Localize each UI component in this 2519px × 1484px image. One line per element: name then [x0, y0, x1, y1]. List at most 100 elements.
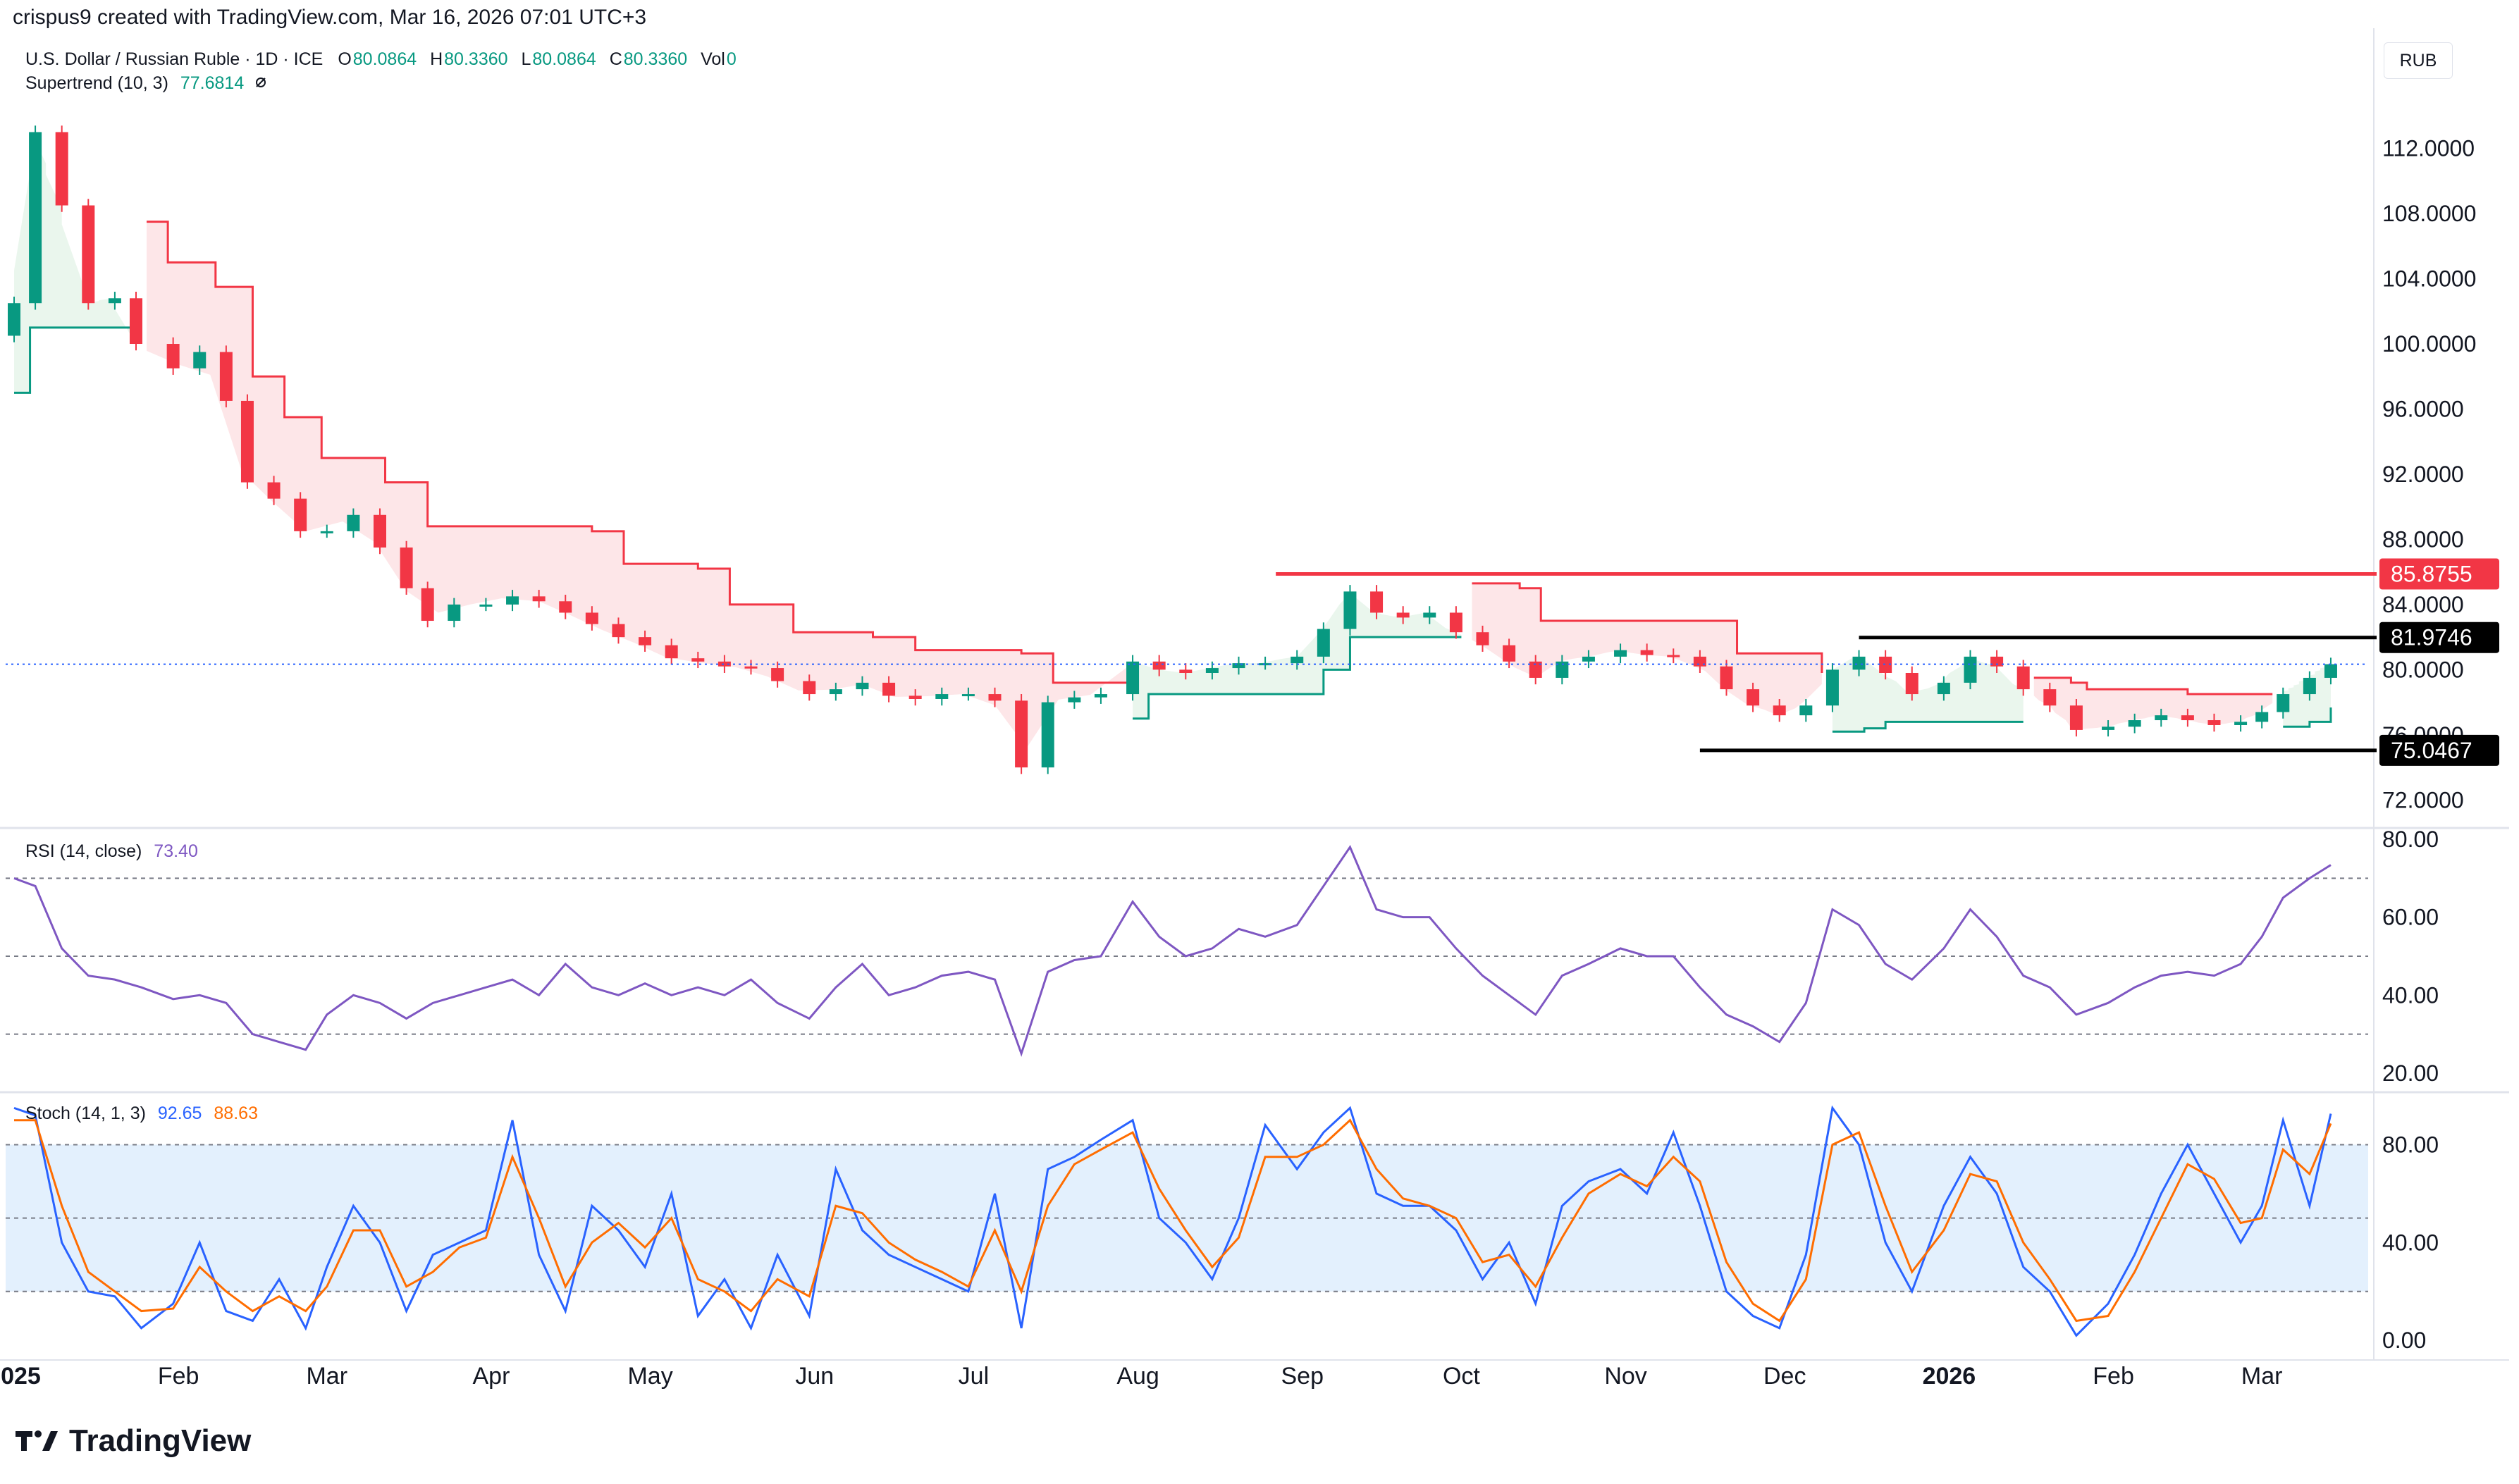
candle-body	[1582, 656, 1595, 662]
candle-body	[1905, 673, 1918, 695]
candle-body	[108, 298, 121, 304]
supertrend-fill	[147, 221, 1128, 748]
candle-body	[717, 661, 731, 667]
candle-body	[2016, 666, 2030, 690]
candle-body	[1291, 656, 1304, 664]
brand-logo[interactable]: TradingView	[16, 1423, 251, 1459]
candle-body	[219, 352, 233, 401]
candle-body	[1799, 705, 1813, 716]
candle-body	[2102, 726, 2115, 730]
candle-body	[8, 303, 20, 336]
supertrend-fill	[2033, 677, 2273, 730]
time-tick-label: Jul	[959, 1363, 989, 1390]
candle-body	[2277, 694, 2290, 712]
candle-body	[1343, 591, 1357, 629]
eye-slash-icon[interactable]	[254, 73, 267, 93]
supertrend-fill	[2283, 664, 2331, 727]
candle-body	[2324, 664, 2337, 678]
candle-body	[691, 658, 705, 662]
candle-body	[2234, 722, 2248, 725]
candle-body	[803, 681, 816, 695]
candle-body	[829, 689, 842, 695]
candle-body	[1990, 656, 2004, 667]
candle-body	[882, 682, 896, 696]
stoch-tick-label: 40.00	[2382, 1230, 2439, 1255]
candle-body	[1317, 629, 1330, 657]
candle-body	[2255, 712, 2269, 722]
time-tick-label: Mar	[2241, 1363, 2283, 1390]
candle-body	[909, 695, 922, 699]
price-tick-label: 108.0000	[2382, 201, 2476, 226]
candle-body	[373, 514, 386, 548]
price-tick-label: 92.0000	[2382, 462, 2464, 487]
stoch-tick-label: 80.00	[2382, 1132, 2439, 1157]
candle-body	[1232, 663, 1245, 669]
time-tick-label: Feb	[158, 1363, 199, 1390]
high-label: H	[430, 49, 443, 69]
candle-body	[2043, 689, 2057, 706]
candle-body	[166, 344, 180, 369]
time-tick-label: Sep	[1281, 1363, 1324, 1390]
stoch-tick-label: 0.00	[2382, 1328, 2426, 1353]
candle-body	[1503, 645, 1516, 662]
open-value: 80.0864	[352, 49, 417, 69]
time-tick-label: Dec	[1763, 1363, 1806, 1390]
currency-button[interactable]: RUB	[2384, 42, 2453, 79]
level-price-badge	[2379, 734, 2499, 766]
price-tick-label: 84.0000	[2382, 592, 2464, 617]
volume-value: 0	[726, 49, 737, 69]
rsi-value: 73.40	[154, 841, 198, 861]
price-tick-label: 104.0000	[2382, 266, 2476, 292]
stoch-label: Stoch (14, 1, 3)	[25, 1103, 146, 1123]
stoch-legend[interactable]: Stoch (14, 1, 3) 92.65 88.63	[25, 1103, 258, 1124]
candle-body	[2207, 720, 2221, 725]
candle-body	[347, 514, 360, 531]
candle-body	[1879, 656, 1892, 673]
candle-body	[1937, 682, 1950, 695]
rsi-line	[13, 845, 2332, 1057]
supertrend-line	[1472, 582, 1823, 673]
candle-body	[1476, 632, 1489, 645]
candle-body	[988, 694, 1002, 701]
price-tick-label: 88.0000	[2382, 526, 2464, 552]
level-price-label: 81.9746	[2391, 625, 2472, 650]
candle-body	[1693, 656, 1706, 667]
candle-body	[1449, 612, 1462, 633]
symbol-label[interactable]: U.S. Dollar / Russian Ruble · 1D · ICE	[25, 49, 324, 69]
time-tick-label: Feb	[2093, 1363, 2134, 1390]
time-tick-label: Oct	[1443, 1363, 1480, 1390]
candle-body	[294, 498, 307, 531]
stoch-d-line	[14, 1118, 2332, 1323]
candle-body	[1370, 591, 1384, 613]
close-value: 80.3360	[623, 49, 688, 69]
supertrend-line	[1133, 636, 1462, 720]
candle-body	[2128, 720, 2141, 727]
supertrend-legend[interactable]: Supertrend (10, 3) 77.6814	[25, 73, 267, 94]
candle-body	[961, 694, 975, 697]
chart-header: crispus9 created with TradingView.com, M…	[13, 6, 647, 29]
candle-body	[1773, 705, 1786, 716]
supertrend-line	[14, 326, 136, 394]
candle-body	[1068, 697, 1081, 703]
candle-body	[1852, 656, 1866, 670]
price-tick-label: 112.0000	[2382, 136, 2475, 161]
candle-body	[2181, 715, 2194, 721]
candle-body	[1041, 702, 1054, 768]
supertrend-line	[147, 221, 1128, 684]
candle-body	[1825, 669, 1839, 706]
time-tick-label: May	[627, 1363, 672, 1390]
candle-body	[1747, 689, 1760, 706]
main-legend: U.S. Dollar / Russian Ruble · 1D · ICE O…	[25, 49, 737, 70]
level-price-label: 85.8755	[2391, 562, 2472, 587]
candle-body	[421, 588, 434, 622]
candle-body	[585, 612, 598, 624]
volume-label: Vol	[701, 49, 725, 69]
rsi-legend[interactable]: RSI (14, close) 73.40	[25, 841, 198, 862]
candle-body	[82, 205, 95, 304]
time-tick-label: Apr	[472, 1363, 510, 1390]
candle-body	[1094, 694, 1107, 698]
rsi-tick-label: 20.00	[2382, 1061, 2439, 1086]
level-price-badge	[2379, 558, 2499, 590]
time-tick-label: Mar	[306, 1363, 347, 1390]
